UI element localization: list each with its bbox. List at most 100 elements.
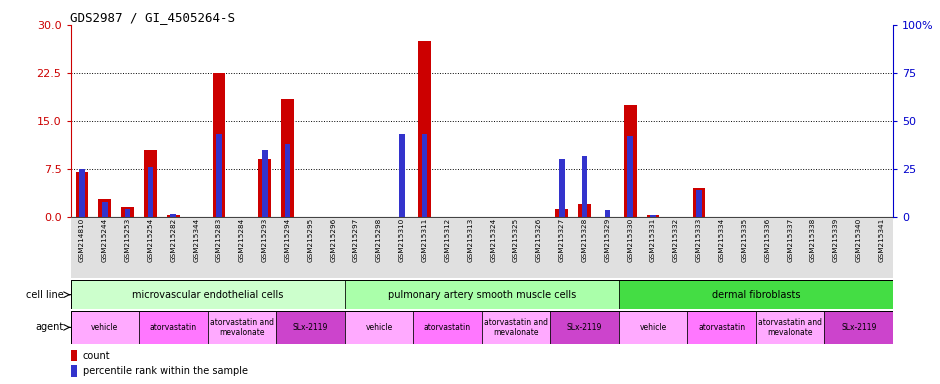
Bar <box>624 105 636 217</box>
Text: GSM215283: GSM215283 <box>216 218 222 262</box>
Bar <box>619 280 893 309</box>
Bar <box>733 217 756 278</box>
Bar <box>647 215 659 217</box>
Bar <box>299 217 321 278</box>
Bar <box>139 217 162 278</box>
Bar <box>70 280 345 309</box>
Bar <box>414 217 436 278</box>
Text: cell line: cell line <box>26 290 64 300</box>
Bar <box>550 311 619 344</box>
Bar <box>139 311 208 344</box>
Bar <box>665 217 687 278</box>
Bar <box>778 217 802 278</box>
Bar <box>345 217 368 278</box>
Bar <box>75 172 88 217</box>
Text: vehicle: vehicle <box>91 323 118 332</box>
Bar <box>436 217 459 278</box>
Text: GSM215296: GSM215296 <box>330 218 337 262</box>
Bar <box>276 217 299 278</box>
Bar <box>167 215 180 217</box>
Bar <box>345 311 414 344</box>
Text: SLx-2119: SLx-2119 <box>567 323 603 332</box>
Bar <box>285 144 290 217</box>
Bar <box>802 217 824 278</box>
Bar <box>99 199 111 217</box>
Text: GSM215337: GSM215337 <box>787 218 793 262</box>
Text: GSM215332: GSM215332 <box>673 218 679 262</box>
Bar <box>619 311 687 344</box>
Text: SLx-2119: SLx-2119 <box>292 323 328 332</box>
Bar <box>79 169 85 217</box>
Text: GSM215329: GSM215329 <box>604 218 610 262</box>
Text: GSM215254: GSM215254 <box>148 218 153 262</box>
Bar <box>824 311 893 344</box>
Text: atorvastatin and
mevalonate: atorvastatin and mevalonate <box>759 318 822 337</box>
Text: GSM215344: GSM215344 <box>193 218 199 262</box>
Bar <box>481 217 505 278</box>
Bar <box>208 311 276 344</box>
Bar <box>578 204 591 217</box>
Bar <box>390 217 414 278</box>
Text: GSM215336: GSM215336 <box>764 218 771 262</box>
Text: GSM215341: GSM215341 <box>879 218 885 262</box>
Text: GSM215282: GSM215282 <box>170 218 177 262</box>
Bar <box>573 217 596 278</box>
Text: microvascular endothelial cells: microvascular endothelial cells <box>132 290 283 300</box>
Text: SLx-2119: SLx-2119 <box>841 323 876 332</box>
Bar <box>418 41 431 217</box>
Text: GSM215253: GSM215253 <box>125 218 131 262</box>
Bar <box>117 217 139 278</box>
Text: GSM215325: GSM215325 <box>513 218 519 262</box>
Bar <box>696 190 701 217</box>
Text: GSM215324: GSM215324 <box>490 218 496 262</box>
Bar <box>70 350 77 361</box>
Bar <box>70 366 77 377</box>
Bar <box>505 217 527 278</box>
Text: GSM215334: GSM215334 <box>719 218 725 262</box>
Bar <box>527 217 550 278</box>
Text: atorvastatin: atorvastatin <box>149 323 196 332</box>
Bar <box>345 280 619 309</box>
Bar <box>687 217 711 278</box>
Bar <box>230 217 253 278</box>
Text: GSM215326: GSM215326 <box>536 218 541 262</box>
Bar <box>414 311 481 344</box>
Bar <box>185 217 208 278</box>
Bar <box>262 150 268 217</box>
Text: GSM215294: GSM215294 <box>285 218 290 262</box>
Bar <box>253 217 276 278</box>
Bar <box>258 159 271 217</box>
Bar <box>281 99 294 217</box>
Bar <box>276 311 345 344</box>
Bar <box>824 217 847 278</box>
Bar <box>321 217 345 278</box>
Text: atorvastatin: atorvastatin <box>424 323 471 332</box>
Bar <box>756 311 824 344</box>
Text: pulmonary artery smooth muscle cells: pulmonary artery smooth muscle cells <box>387 290 576 300</box>
Bar <box>619 217 642 278</box>
Text: atorvastatin and
mevalonate: atorvastatin and mevalonate <box>484 318 548 337</box>
Bar <box>212 73 226 217</box>
Text: vehicle: vehicle <box>639 323 666 332</box>
Bar <box>642 217 665 278</box>
Text: dermal fibroblasts: dermal fibroblasts <box>712 290 800 300</box>
Bar <box>711 217 733 278</box>
Text: atorvastatin and
mevalonate: atorvastatin and mevalonate <box>210 318 274 337</box>
Bar <box>756 217 778 278</box>
Bar <box>70 217 93 278</box>
Bar <box>459 217 481 278</box>
Bar <box>125 209 131 217</box>
Text: GSM215312: GSM215312 <box>445 218 450 262</box>
Bar <box>550 217 573 278</box>
Bar <box>162 217 185 278</box>
Text: GSM215295: GSM215295 <box>307 218 313 262</box>
Text: GSM215284: GSM215284 <box>239 218 244 262</box>
Bar <box>93 217 117 278</box>
Text: GSM215298: GSM215298 <box>376 218 382 262</box>
Text: GSM215293: GSM215293 <box>261 218 268 262</box>
Text: GSM215340: GSM215340 <box>855 218 862 262</box>
Bar <box>650 215 656 217</box>
Text: percentile rank within the sample: percentile rank within the sample <box>83 366 248 376</box>
Bar <box>70 311 139 344</box>
Bar <box>582 156 588 217</box>
